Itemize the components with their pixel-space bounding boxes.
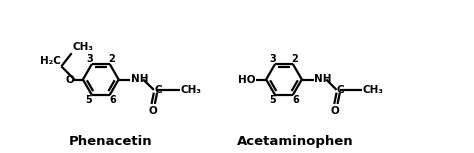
Text: Acetaminophen: Acetaminophen [237,135,354,148]
Text: 3: 3 [270,54,276,64]
Text: 2: 2 [108,54,115,64]
Text: NH: NH [314,74,331,84]
Text: CH₃: CH₃ [363,85,384,95]
Text: O: O [65,75,74,84]
Text: C: C [337,85,345,95]
Text: 5: 5 [269,95,275,105]
Text: NH: NH [131,74,148,84]
Text: C: C [154,85,162,95]
Text: 2: 2 [292,54,298,64]
Text: O: O [331,106,339,116]
Text: HO: HO [238,75,255,84]
Text: 6: 6 [292,95,299,105]
Text: O: O [148,106,157,116]
Text: 5: 5 [86,95,92,105]
Text: 6: 6 [109,95,116,105]
Text: H₂C: H₂C [39,56,60,66]
Text: CH₃: CH₃ [180,85,201,95]
Text: CH₃: CH₃ [73,42,93,52]
Text: Phenacetin: Phenacetin [68,135,152,148]
Text: 3: 3 [87,54,93,64]
